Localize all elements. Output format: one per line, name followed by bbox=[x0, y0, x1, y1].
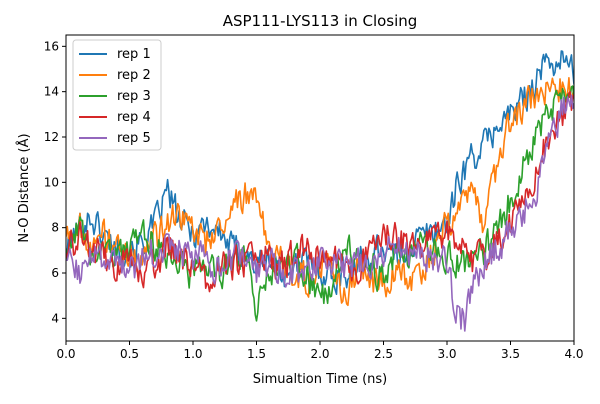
y-axis-label: N-O Distance (Å) bbox=[16, 133, 32, 242]
y-tick-label: 6 bbox=[51, 266, 59, 280]
legend-box bbox=[72, 39, 162, 151]
legend-label: rep 5 bbox=[117, 131, 151, 146]
x-tick-label: 1.0 bbox=[183, 347, 202, 361]
x-tick-label: 1.5 bbox=[247, 347, 266, 361]
x-tick-label: 3.0 bbox=[437, 347, 456, 361]
plot-area bbox=[65, 34, 575, 342]
y-axis: 4 6 8 10 12 14 16 bbox=[44, 39, 66, 325]
y-tick-label: 16 bbox=[44, 39, 59, 53]
legend-label: rep 1 bbox=[117, 47, 151, 62]
x-tick-label: 0.5 bbox=[120, 347, 139, 361]
x-tick-label: 3.5 bbox=[501, 347, 520, 361]
y-tick-label: 4 bbox=[51, 311, 59, 325]
y-tick-label: 10 bbox=[44, 175, 59, 189]
x-tick-label: 2.0 bbox=[310, 347, 329, 361]
y-tick-label: 8 bbox=[51, 221, 59, 235]
x-tick-label: 2.5 bbox=[374, 347, 393, 361]
x-axis-label: Simualtion Time (ns) bbox=[253, 372, 387, 387]
x-axis: 0.0 0.5 1.0 1.5 2.0 2.5 3.0 3.5 4.0 bbox=[56, 341, 584, 361]
legend-items: rep 1 rep 2 rep 3 rep 4 rep 5 bbox=[79, 47, 151, 146]
y-tick-label: 14 bbox=[44, 85, 59, 99]
legend-label: rep 3 bbox=[117, 89, 151, 104]
series-line-rep-5 bbox=[66, 94, 574, 332]
chart-title: ASP111-LYS113 in Closing bbox=[223, 12, 418, 30]
x-tick-label: 0.0 bbox=[56, 347, 75, 361]
series-layer bbox=[66, 50, 574, 332]
y-tick-label: 12 bbox=[44, 130, 59, 144]
legend-label: rep 4 bbox=[117, 110, 151, 125]
legend: rep 1 rep 2 rep 3 rep 4 rep 5 bbox=[72, 39, 162, 151]
x-tick-label: 4.0 bbox=[564, 347, 583, 361]
legend-label: rep 2 bbox=[117, 68, 151, 83]
